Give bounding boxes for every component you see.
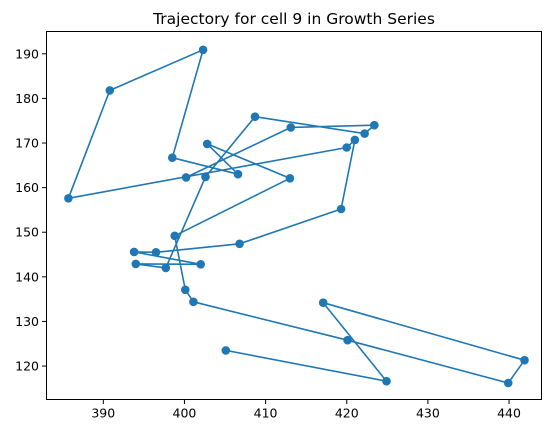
trajectory-point (64, 194, 73, 203)
trajectory-point (189, 297, 198, 307)
trajectory-point (520, 355, 529, 365)
trajectory-point (201, 172, 210, 182)
chart-title: Trajectory for cell 9 in Growth Series (152, 10, 435, 28)
y-tick-label: 120 (15, 359, 39, 374)
x-tick-label: 410 (254, 406, 278, 421)
trajectory-point (370, 120, 379, 130)
trajectory-line (67, 48, 526, 384)
trajectory-point (131, 259, 141, 269)
x-tick-label: 440 (497, 406, 521, 421)
x-tick-label: 420 (335, 406, 359, 421)
y-tick-label: 190 (15, 46, 39, 61)
trajectory-point (129, 247, 139, 257)
trajectory-point (503, 378, 513, 388)
trajectory-point (360, 129, 369, 138)
trajectory-point (285, 174, 295, 183)
trajectory-point (202, 139, 212, 149)
trajectory-point (336, 204, 346, 214)
trajectory-point (198, 45, 208, 55)
y-tick-label: 140 (15, 269, 39, 284)
trajectory-point (181, 173, 191, 182)
trajectory-point (350, 135, 360, 145)
y-tick-label: 160 (15, 180, 39, 195)
x-tick-label: 400 (173, 406, 197, 421)
trajectory-point (168, 153, 177, 162)
plot-frame (46, 31, 542, 400)
y-tick-label: 150 (15, 225, 39, 240)
trajectory-point (233, 169, 243, 179)
trajectory-point (342, 143, 352, 152)
trajectory-point (105, 86, 115, 95)
trajectory-point (235, 239, 244, 249)
x-tick-label: 390 (91, 406, 115, 421)
x-tick-label: 430 (416, 406, 440, 421)
trajectory-point (196, 260, 205, 269)
trajectory-point (170, 231, 179, 241)
trajectory-point (161, 263, 171, 273)
trajectory-point (250, 112, 260, 121)
y-tick-label: 180 (15, 91, 39, 106)
trajectory-point (221, 346, 231, 355)
y-tick-label: 170 (15, 136, 39, 151)
trajectory-point (181, 285, 190, 295)
trajectory-point (382, 376, 391, 386)
plot-area (64, 45, 529, 388)
trajectory-point (151, 248, 161, 257)
axis-ticks: 390 400 410 420 430 440 120 130 140 150 160 170 180 1… (15, 46, 521, 420)
trajectory-point (343, 335, 352, 345)
trajectory-point (318, 298, 328, 308)
trajectory-point (286, 123, 296, 132)
y-tick-label: 130 (15, 314, 39, 329)
